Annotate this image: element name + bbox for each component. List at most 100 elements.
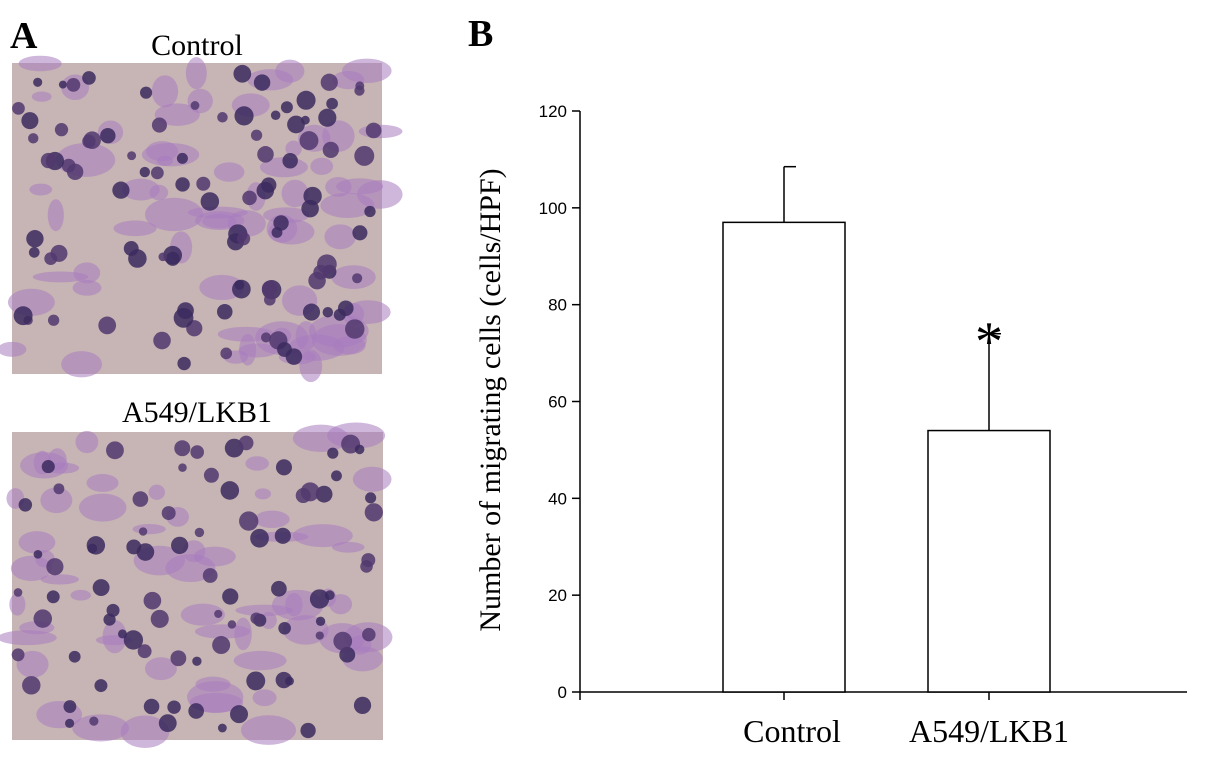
y-tick-label: 80 bbox=[548, 296, 567, 315]
cell-body bbox=[345, 300, 391, 324]
nucleus bbox=[216, 303, 233, 320]
nucleus bbox=[212, 636, 231, 655]
nucleus bbox=[177, 356, 191, 371]
nucleus bbox=[13, 588, 23, 597]
nucleus bbox=[12, 102, 25, 115]
nucleus bbox=[352, 225, 368, 241]
x-tick-label: A549/LKB1 bbox=[909, 713, 1069, 749]
nucleus bbox=[339, 646, 356, 663]
nucleus bbox=[322, 141, 339, 159]
nucleus bbox=[158, 252, 168, 262]
cell-body bbox=[18, 531, 56, 554]
nucleus bbox=[65, 718, 75, 728]
cell-body bbox=[121, 178, 160, 201]
nucleus bbox=[220, 347, 233, 360]
nucleus bbox=[47, 314, 60, 326]
nucleus bbox=[327, 447, 339, 459]
nucleus bbox=[239, 511, 259, 531]
cell-body bbox=[234, 617, 252, 651]
nucleus bbox=[345, 319, 365, 339]
nucleus bbox=[46, 558, 64, 576]
nucleus bbox=[315, 485, 333, 503]
nucleus bbox=[278, 621, 291, 635]
nucleus bbox=[28, 247, 40, 258]
nucleus bbox=[128, 249, 147, 268]
nucleus bbox=[318, 108, 337, 127]
cell-body bbox=[285, 140, 302, 157]
nucleus bbox=[261, 332, 272, 343]
nucleus bbox=[250, 612, 263, 625]
nucleus bbox=[194, 527, 205, 538]
cell-body bbox=[324, 224, 356, 250]
nucleus bbox=[171, 536, 189, 555]
nucleus bbox=[214, 609, 223, 618]
nucleus bbox=[271, 580, 287, 597]
cell-body bbox=[292, 524, 353, 548]
panel-label: B bbox=[468, 13, 493, 55]
nucleus bbox=[41, 460, 55, 474]
nucleus bbox=[326, 97, 338, 110]
nucleus bbox=[270, 110, 281, 120]
nucleus bbox=[274, 527, 291, 544]
nucleus bbox=[33, 549, 43, 559]
nucleus bbox=[176, 152, 188, 164]
nucleus bbox=[190, 101, 200, 110]
cell-body bbox=[55, 143, 116, 177]
nucleus bbox=[188, 703, 204, 719]
cell-body bbox=[275, 59, 305, 83]
y-tick-label: 0 bbox=[558, 683, 567, 702]
nucleus bbox=[92, 579, 110, 597]
nucleus bbox=[333, 631, 353, 651]
nucleus bbox=[153, 331, 171, 350]
y-tick-label: 120 bbox=[539, 102, 567, 121]
nucleus bbox=[66, 78, 81, 92]
nucleus bbox=[151, 117, 167, 133]
cell-body bbox=[18, 55, 62, 72]
nucleus bbox=[331, 470, 342, 482]
nucleus bbox=[360, 560, 373, 573]
cell-body bbox=[146, 141, 179, 162]
nucleus bbox=[222, 588, 239, 605]
nucleus bbox=[132, 491, 149, 507]
nucleus bbox=[296, 90, 316, 110]
cell-body bbox=[10, 555, 52, 582]
nucleus bbox=[302, 303, 321, 321]
nucleus bbox=[300, 482, 320, 502]
bar bbox=[722, 221, 846, 693]
nucleus bbox=[28, 133, 39, 144]
nucleus bbox=[227, 620, 237, 629]
cell-body bbox=[352, 466, 392, 492]
nucleus bbox=[178, 463, 187, 472]
nucleus bbox=[250, 528, 269, 548]
nucleus bbox=[106, 441, 124, 460]
cell-body bbox=[332, 541, 365, 553]
nucleus bbox=[364, 503, 383, 522]
cell-body bbox=[213, 162, 245, 182]
nucleus bbox=[22, 676, 41, 695]
y-tick-label: 20 bbox=[548, 586, 567, 605]
cell-body bbox=[342, 58, 392, 84]
nucleus bbox=[123, 630, 144, 650]
nucleus bbox=[54, 123, 69, 137]
nucleus bbox=[192, 656, 202, 666]
nucleus bbox=[236, 232, 251, 246]
nucleus bbox=[233, 64, 252, 83]
nucleus bbox=[140, 86, 153, 99]
cell-body bbox=[299, 349, 323, 383]
nucleus bbox=[253, 74, 271, 91]
nucleus bbox=[273, 215, 289, 231]
nucleus bbox=[100, 127, 116, 144]
nucleus bbox=[86, 536, 106, 555]
cell-body bbox=[72, 714, 129, 742]
nucleus bbox=[277, 342, 292, 357]
nucleus bbox=[301, 199, 319, 218]
cell-body bbox=[113, 220, 157, 237]
nucleus bbox=[137, 644, 152, 659]
y-tick-label: 40 bbox=[548, 489, 567, 508]
nucleus bbox=[362, 627, 376, 642]
nucleus bbox=[174, 440, 191, 457]
nucleus bbox=[308, 271, 326, 290]
cell-body bbox=[73, 262, 101, 284]
cell-body bbox=[9, 593, 26, 616]
